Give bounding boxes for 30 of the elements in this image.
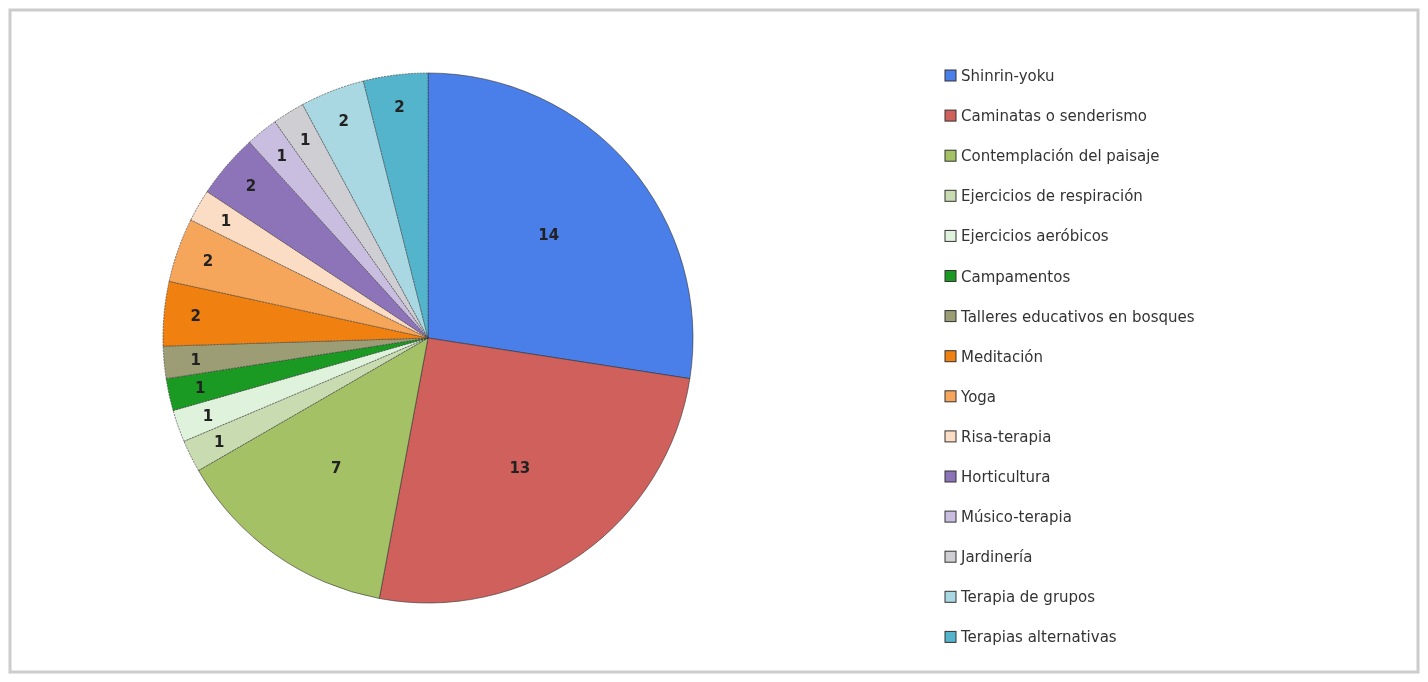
data-label: 2 <box>394 97 405 116</box>
data-label: 1 <box>194 378 206 397</box>
legend-label: Terapia de grupos <box>960 588 1096 607</box>
data-label: 1 <box>220 212 232 231</box>
data-label: 1 <box>190 350 202 369</box>
data-label: 2 <box>190 307 202 326</box>
data-label: 2 <box>338 111 349 130</box>
data-label: 7 <box>330 458 342 477</box>
legend-label: Meditación <box>961 347 1044 366</box>
legend-label: Talleres educativos en bosques <box>960 307 1195 326</box>
data-label: 13 <box>509 458 531 477</box>
legend-label: Contemplación del paisaje <box>961 147 1160 166</box>
legend-label: Caminatas o senderismo <box>961 107 1147 126</box>
data-label: 14 <box>538 225 560 244</box>
data-label: 2 <box>202 251 214 270</box>
legend-label: Yoga <box>960 387 997 406</box>
legend-label: Risa-terapia <box>961 427 1052 446</box>
legend-label: Músico-terapia <box>961 508 1072 527</box>
data-label: 1 <box>202 406 214 425</box>
data-label: 1 <box>276 147 288 166</box>
legend-label: Campamentos <box>961 267 1071 286</box>
legend-label: Jardinería <box>960 548 1033 567</box>
legend-label: Ejercicios de respiración <box>961 187 1143 206</box>
data-label: 1 <box>214 432 225 451</box>
legend-label: Terapias alternativas <box>960 628 1117 647</box>
data-label: 2 <box>245 177 257 196</box>
data-label: 1 <box>300 130 311 149</box>
legend-label: Horticultura <box>961 468 1051 486</box>
legend-label: Ejercicios aeróbicos <box>961 227 1109 246</box>
legend-label: Shinrin-yoku <box>961 67 1055 85</box>
